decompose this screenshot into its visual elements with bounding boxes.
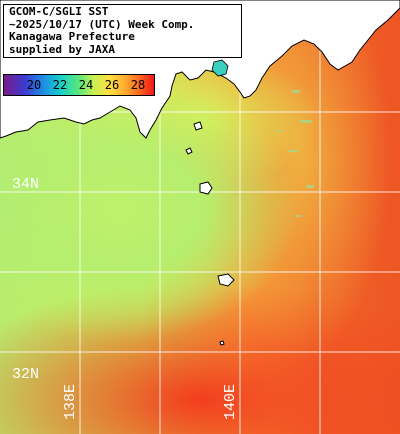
temperature-colorbar: 20 22 24 26 28 [3, 74, 155, 96]
caption-line-credit: supplied by JAXA [9, 42, 115, 56]
niijima-island [193, 121, 203, 131]
caption-line-date: ~2025/10/17 (UTC) Week Comp. [9, 17, 195, 31]
image-caption: GCOM-C/SGLI SST ~2025/10/17 (UTC) Week C… [3, 4, 242, 58]
toshima-island [185, 147, 193, 155]
colorbar-tick-26: 26 [104, 78, 120, 92]
tokyo-bay [211, 59, 229, 77]
miyakejima-island [217, 273, 235, 287]
colorbar-tick-22: 22 [52, 78, 68, 92]
caption-line-region: Kanagawa Prefecture [9, 30, 135, 43]
longitude-label-140e: 140E [222, 383, 239, 420]
latitude-label-32n: 32N [12, 366, 40, 383]
oshima-island [199, 181, 213, 195]
colorbar-tick-20: 20 [26, 78, 42, 92]
colorbar-tick-24: 24 [78, 78, 94, 92]
caption-line-product: GCOM-C/SGLI SST [9, 5, 109, 18]
colorbar-tick-28: 28 [130, 78, 146, 92]
latitude-label-34n: 34N [12, 176, 40, 193]
cloud-speckle [276, 90, 314, 217]
longitude-label-138e: 138E [62, 383, 79, 420]
small-island-south [219, 340, 225, 346]
